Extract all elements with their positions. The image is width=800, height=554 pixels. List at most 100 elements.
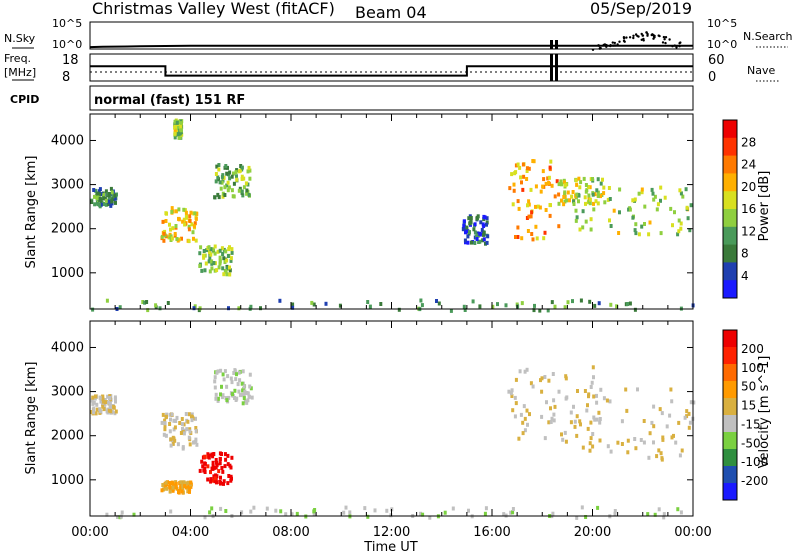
power-cell [229,258,233,263]
power-cell [516,162,520,167]
x-axis-label: Time UT [363,540,417,554]
power-cell [525,166,529,171]
power-cell [98,192,102,197]
nsearch-point [650,33,653,37]
velocity-cell [573,424,577,429]
power-cell [571,190,575,194]
velocity-cell [572,404,575,409]
power-cell [162,231,166,236]
power-cell [170,209,174,214]
velocity-cell [502,512,506,517]
velocity-cell [99,409,102,414]
velocity-colorbar-segment [723,330,737,348]
velocity-cell [230,380,234,385]
velocity-cell [248,372,252,377]
power-cell [633,307,637,312]
velocity-cell [110,409,114,414]
velocity-cell [279,509,283,514]
power-cell [222,175,226,180]
velocity-cell [171,441,175,446]
velocity-cell [249,386,253,391]
power-cell [96,202,100,207]
velocity-cell [92,400,96,405]
power-cell [214,172,218,176]
power-cell [532,159,536,164]
power-cell [617,231,621,235]
velocity-cell [509,391,513,396]
power-cell [606,197,610,202]
velocity-cell [626,450,630,455]
power-cell [419,298,423,303]
velocity-cell [174,419,178,423]
power-cell [553,304,557,309]
power-cell [596,201,600,206]
velocity-cell [575,433,579,438]
velocity-cell [670,399,674,404]
velocity-cell [180,482,184,487]
power-cell [525,169,529,173]
power-cell [560,182,564,187]
velocity-cell [218,461,222,466]
power-cell [516,199,520,204]
power-cell [240,177,244,181]
velocity-cell [203,461,207,466]
velocity-cell [232,371,236,375]
nsearch-tick-high: 10^5 [707,17,737,30]
power-cell [677,229,681,234]
velocity-cell [586,426,590,431]
velocity-cell [235,372,238,377]
power-cell [485,222,488,227]
power-cell [596,194,600,198]
power-cell [615,304,619,309]
velocity-cell [214,396,218,401]
power-cell [173,232,177,236]
power-cell [485,220,489,225]
power-cell [536,204,540,209]
velocity-cell [581,445,585,450]
velocity-cell [363,506,367,511]
velocity-cell [220,466,224,470]
power-cell [679,191,683,196]
velocity-cell [514,377,518,382]
power-cell [557,192,561,197]
power-cell [482,232,485,237]
power-cell [111,194,115,199]
velocity-cell [171,485,175,490]
power-cell [527,166,531,171]
power-cell [609,224,613,228]
power-cell [548,213,552,218]
velocity-cell [634,446,638,451]
velocity-cell [194,426,198,430]
power-cell [582,176,586,181]
power-cell [467,216,471,221]
velocity-cell [193,440,197,444]
power-cell [223,260,227,264]
velocity-cell [185,427,189,432]
power-cell [228,265,231,270]
velocity-colorbar-segment [723,398,737,416]
velocity-cell [597,410,601,415]
velocity-cell [213,476,217,481]
power-cell [312,302,316,307]
power-cell [174,209,178,214]
power-cell [202,253,206,258]
velocity-cell [540,389,544,394]
power-cell [565,198,569,203]
power-cell [213,244,217,249]
velocity-cell [238,378,242,383]
velocity-colorbar-tick: -15 [741,417,761,431]
power-cell [549,159,553,164]
freq-label-line2: [MHz] [4,66,36,79]
velocity-cell [529,381,533,386]
power-cell [208,269,212,274]
power-cell [324,301,328,306]
power-cell [165,211,168,216]
velocity-colorbar-tick: -50 [741,436,761,450]
power-cell [237,306,241,311]
station-title: Christmas Valley West (fitACF) [92,0,335,18]
x-tick-label: 12:00 [373,525,410,540]
velocity-cell [209,470,212,475]
velocity-cell [620,442,624,446]
power-cell [587,193,591,198]
power-cell [225,183,229,188]
